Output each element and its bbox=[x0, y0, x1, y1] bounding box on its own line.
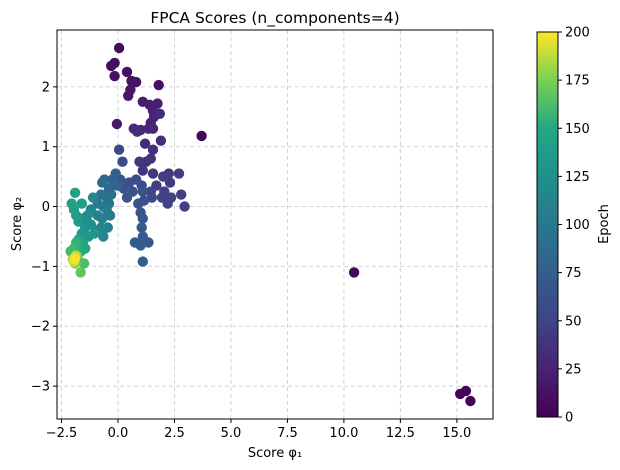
scatter-point bbox=[106, 60, 117, 72]
scatter-point bbox=[146, 192, 158, 203]
scatter-point bbox=[69, 187, 81, 198]
x-tick-label: 0.0 bbox=[108, 426, 129, 441]
colorbar-tick-label: 200 bbox=[565, 26, 590, 41]
scatter-point bbox=[137, 256, 148, 267]
colorbar-tick-label: 175 bbox=[565, 74, 590, 89]
scatter-point bbox=[164, 177, 176, 188]
chart-title: FPCA Scores (n_components=4) bbox=[150, 9, 399, 28]
y-axis-label: Score φ₂ bbox=[10, 197, 25, 251]
scatter-point bbox=[117, 156, 128, 167]
scatter-point bbox=[179, 201, 190, 212]
scatter-point bbox=[154, 108, 165, 120]
colorbar-tick-label: 150 bbox=[565, 122, 590, 137]
colorbar-tick-label: 25 bbox=[565, 362, 582, 377]
scatter-point bbox=[76, 198, 88, 209]
scatter-point bbox=[75, 267, 86, 278]
x-tick-label: 12.5 bbox=[386, 426, 415, 441]
scatter-point bbox=[137, 213, 148, 224]
scatter-point bbox=[156, 192, 168, 203]
colorbar-ticks: 0 25 50 75 100 125 150 175 200 bbox=[558, 26, 590, 426]
scatter-point bbox=[132, 126, 143, 137]
colorbar-label: Epoch bbox=[597, 204, 612, 244]
scatter-point bbox=[133, 198, 144, 209]
colorbar-tick-label: 125 bbox=[565, 170, 590, 185]
scatter-point bbox=[69, 254, 80, 265]
x-tick-label: 7.5 bbox=[277, 426, 298, 441]
y-tick-label: −3 bbox=[31, 380, 50, 395]
scatter-point bbox=[176, 189, 187, 200]
scatter-point bbox=[137, 186, 148, 197]
scatter-point bbox=[147, 168, 159, 179]
scatter-point bbox=[123, 90, 134, 102]
scatter-point bbox=[113, 144, 125, 155]
scatter-point bbox=[113, 42, 125, 54]
x-tick-label: −2.5 bbox=[46, 426, 78, 441]
colorbar: 0 25 50 75 100 125 150 175 200 Epoch bbox=[536, 26, 612, 426]
y-tick-label: 0 bbox=[42, 200, 50, 215]
y-tick-label: −1 bbox=[31, 260, 50, 275]
scatter-point bbox=[155, 135, 167, 146]
colorbar-tick-label: 0 bbox=[565, 411, 573, 426]
x-tick-label: 15.0 bbox=[442, 426, 471, 441]
scatter-points bbox=[65, 42, 476, 407]
colorbar-tick-label: 100 bbox=[565, 218, 590, 233]
scatter-point bbox=[143, 237, 154, 248]
scatter-point bbox=[111, 118, 123, 130]
scatter-point bbox=[97, 177, 108, 188]
scatter-point bbox=[137, 165, 148, 176]
scatter-point bbox=[66, 198, 77, 209]
scatter-point bbox=[147, 144, 159, 155]
scatter-point bbox=[109, 70, 120, 82]
scatter-point bbox=[111, 180, 123, 191]
plot-frame bbox=[56, 29, 494, 420]
x-tick-label: 5.0 bbox=[221, 426, 242, 441]
x-axis-ticks: −2.5 0.0 2.5 5.0 7.5 10.0 12.5 15.0 bbox=[46, 419, 471, 441]
scatter-point bbox=[92, 210, 103, 221]
colorbar-gradient bbox=[536, 31, 559, 418]
y-axis-ticks: −3 −2 −1 0 1 2 bbox=[31, 80, 57, 395]
scatter-point bbox=[121, 192, 133, 203]
scatter-point bbox=[158, 171, 169, 182]
colorbar-tick-label: 50 bbox=[565, 314, 582, 329]
scatter-point bbox=[153, 79, 164, 91]
y-tick-label: 2 bbox=[42, 80, 50, 95]
scatter-point bbox=[104, 210, 116, 221]
y-tick-label: 1 bbox=[42, 140, 50, 155]
x-tick-label: 10.0 bbox=[329, 426, 358, 441]
grid-lines bbox=[57, 30, 493, 419]
scatter-point bbox=[152, 98, 163, 109]
x-axis-label: Score φ₁ bbox=[248, 446, 302, 461]
scatter-point bbox=[465, 395, 476, 407]
scatter-point bbox=[98, 231, 109, 242]
scatter-point bbox=[134, 156, 145, 167]
scatter-point bbox=[196, 130, 207, 142]
y-tick-label: −2 bbox=[31, 320, 50, 335]
scatter-point bbox=[143, 123, 154, 134]
scatter-point bbox=[173, 168, 185, 179]
scatter-point bbox=[121, 66, 133, 78]
x-tick-label: 2.5 bbox=[164, 426, 185, 441]
scatter-point bbox=[348, 267, 360, 278]
scatter-point bbox=[95, 189, 107, 200]
scatter-point bbox=[130, 76, 142, 88]
scatter-point bbox=[87, 192, 99, 203]
scatter-point bbox=[136, 222, 147, 233]
scatter-point bbox=[129, 237, 141, 248]
scatter-point bbox=[139, 138, 151, 149]
colorbar-tick-label: 75 bbox=[565, 266, 582, 281]
scatter-point bbox=[455, 388, 466, 400]
